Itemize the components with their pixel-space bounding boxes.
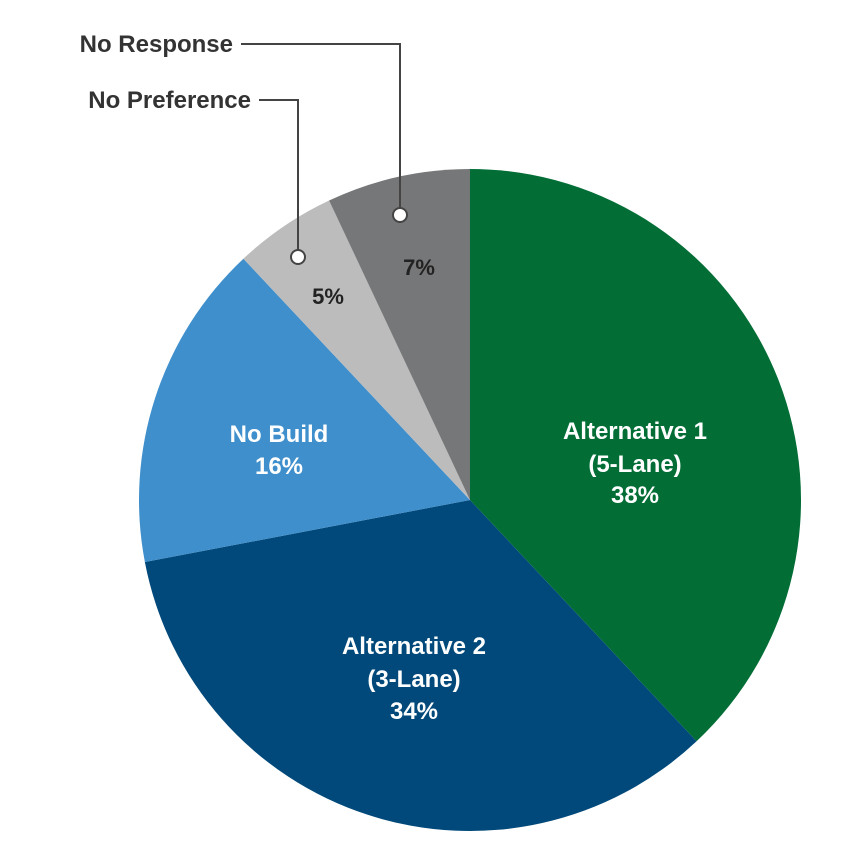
label-alternative-2-name: Alternative 2: [342, 633, 486, 660]
label-alternative-2-subname: (3-Lane): [367, 666, 460, 693]
pie-labels: Alternative 1 (5-Lane) 38% Alternative 2…: [80, 31, 707, 725]
callout-no-response-name: No Response: [80, 31, 233, 58]
callout-leaders: [241, 43, 408, 265]
label-alternative-1-name: Alternative 1: [563, 418, 707, 445]
callout-no-preference-name: No Preference: [88, 87, 251, 114]
label-no-response-value: 7%: [403, 255, 435, 280]
slice-no-build: [138, 258, 470, 563]
label-alternative-1-subname: (5-Lane): [588, 451, 681, 478]
label-alternative-1-value: 38%: [611, 482, 659, 509]
slice-alternative-1: [470, 169, 802, 742]
pie-slices: [138, 169, 802, 832]
slice-alternative-2: [144, 500, 697, 832]
slice-no-preference: [243, 200, 470, 500]
label-alternative-2-value: 34%: [390, 698, 438, 725]
label-no-build-name: No Build: [230, 421, 329, 448]
slice-no-response: [329, 169, 470, 500]
label-no-preference-value: 5%: [312, 284, 344, 309]
leader-line-no-preference: [259, 99, 299, 257]
label-no-build-value: 16%: [255, 453, 303, 480]
leader-line-no-response: [241, 43, 401, 215]
leader-dot-no-preference: [290, 249, 306, 265]
leader-dot-no-response: [392, 207, 408, 223]
